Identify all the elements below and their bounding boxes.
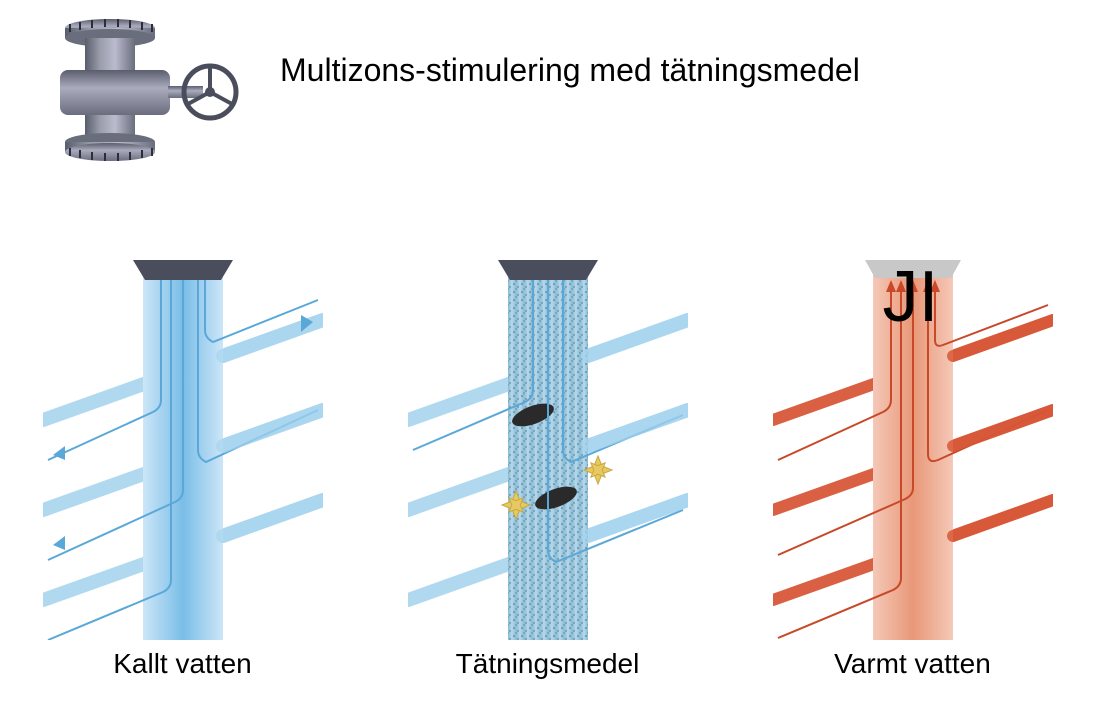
panel-cold-svg xyxy=(43,250,323,640)
panel-hot-water: JI Varmt vatten xyxy=(763,250,1063,680)
diagram-title: Multizons-stimulering med tätningsmedel xyxy=(280,50,860,92)
header: Multizons-stimulering med tätningsmedel xyxy=(40,10,860,180)
panel-cold-water: Kallt vatten xyxy=(33,250,333,680)
caption-cold: Kallt vatten xyxy=(113,648,252,680)
caption-sealant: Tätningsmedel xyxy=(456,648,640,680)
caption-hot: Varmt vatten xyxy=(834,648,991,680)
valve-icon xyxy=(40,10,240,180)
overlay-text-ji: JI xyxy=(883,256,939,338)
panel-row: Kallt vatten xyxy=(0,250,1095,680)
panel-sealant-svg xyxy=(408,250,688,640)
panel-sealant: Tätningsmedel xyxy=(398,250,698,680)
